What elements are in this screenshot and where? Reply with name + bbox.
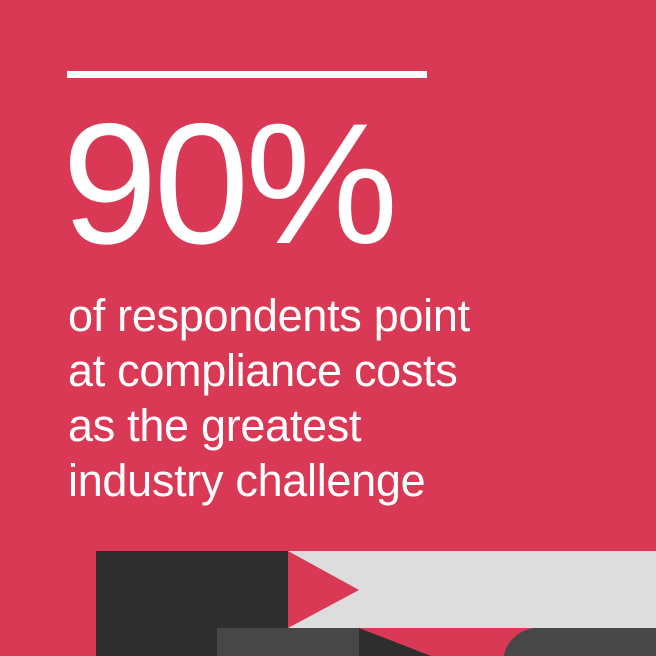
- grey-block: [217, 628, 359, 656]
- arrow-triangle: [288, 551, 359, 628]
- divider-rule: [67, 71, 427, 78]
- dark-triangle: [359, 628, 431, 656]
- description-line: as the greatest: [68, 400, 362, 451]
- headline-stat: 90%: [62, 88, 398, 280]
- stat-description: of respondents point at compliance costs…: [68, 288, 470, 508]
- description-line: at compliance costs: [68, 345, 458, 396]
- rounded-grey-block: [503, 628, 656, 656]
- description-line: industry challenge: [68, 455, 426, 506]
- description-line: of respondents point: [68, 290, 470, 341]
